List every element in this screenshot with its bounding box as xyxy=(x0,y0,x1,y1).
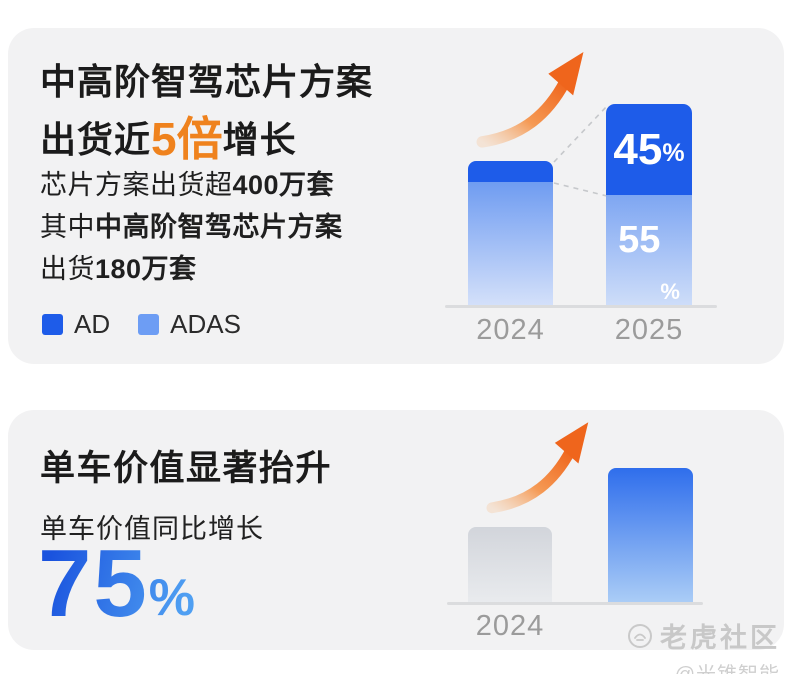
chip-shipment-panel: 中高阶智驾芯片方案 出货近5倍增长 芯片方案出货超400万套 其中中高阶智驾芯片方案… xyxy=(8,28,784,364)
adas-share-label: 55% xyxy=(618,221,680,307)
chart1-year-2024: 2024 xyxy=(476,314,545,346)
value-bar-2025 xyxy=(608,468,693,603)
legend-swatch-adas-icon xyxy=(138,314,160,335)
watermark: 老虎社区 @光锥智能 xyxy=(627,616,780,674)
panel1-title-line2-pre: 出货近 xyxy=(40,119,152,161)
panel1-body-text: 芯片方案出货超400万套其中中高阶智驾芯片方案 出货180万套 xyxy=(40,164,343,290)
panel2-title: 单车价值显著抬升 xyxy=(40,449,333,488)
watermark-handle: @光锥智能 xyxy=(627,658,780,674)
legend-item-adas: ADAS xyxy=(138,309,241,340)
vehicle-value-panel: 单车价值显著抬升 单车价值同比增长 75% 2024 xyxy=(8,410,784,650)
value-bar-2024 xyxy=(468,527,552,603)
bar-2025-adas-segment: 55% xyxy=(606,195,692,307)
bar-2024-ad-segment xyxy=(468,161,553,182)
watermark-brand-row: 老虎社区 xyxy=(627,616,780,655)
watermark-brand: 老虎社区 xyxy=(660,623,780,653)
bar-2025-ad-segment: 45% xyxy=(606,104,692,195)
chart2-year-2024: 2024 xyxy=(475,610,545,642)
body-line2-pre: 其中 xyxy=(40,212,95,242)
chart1-year-2025: 2025 xyxy=(614,314,684,346)
growth-metric-value: 75 xyxy=(38,530,149,637)
body-line3-bold: 180万套 xyxy=(95,254,197,284)
panel2-subtitle: 单车价值同比增长 xyxy=(40,514,264,544)
growth-metric: 75% xyxy=(38,536,195,632)
tiger-logo-icon xyxy=(628,623,652,648)
body-line1-bold: 400万套 xyxy=(232,170,335,200)
body-line2-bold: 中高阶智驾芯片方案 xyxy=(95,212,343,242)
bar-2024-adas-segment xyxy=(468,182,553,307)
adas-share-value: 55 xyxy=(618,219,661,261)
chart2-baseline xyxy=(447,602,703,605)
panel1-title-line1: 中高阶智驾芯片方案 xyxy=(40,61,374,102)
panel1-title-highlight: 5倍 xyxy=(151,113,223,166)
stacked-bar-2024 xyxy=(468,161,553,307)
growth-arrow-icon xyxy=(476,52,584,148)
growth-metric-unit: % xyxy=(148,569,196,627)
legend-label-adas: ADAS xyxy=(170,309,241,339)
adas-share-unit: % xyxy=(660,279,680,304)
legend-item-ad: AD xyxy=(42,309,110,340)
legend-swatch-ad-icon xyxy=(42,314,63,335)
ad-share-value: 45 xyxy=(613,124,663,174)
chart1-baseline xyxy=(445,305,717,308)
legend-label-ad: AD xyxy=(74,309,111,339)
panel1-title: 中高阶智驾芯片方案 出货近5倍增长 xyxy=(40,56,373,172)
stacked-bar-2025: 45% 55% xyxy=(606,104,692,307)
panel1-title-line2-post: 增长 xyxy=(222,119,297,161)
ad-share-label: 45% xyxy=(613,124,685,174)
body-line1-pre: 芯片方案出货超 xyxy=(40,170,233,200)
growth-arrow-icon xyxy=(486,422,589,514)
chart-legend: AD ADAS xyxy=(42,309,241,340)
ad-share-unit: % xyxy=(662,138,685,167)
body-line3-pre: 出货 xyxy=(40,254,95,284)
